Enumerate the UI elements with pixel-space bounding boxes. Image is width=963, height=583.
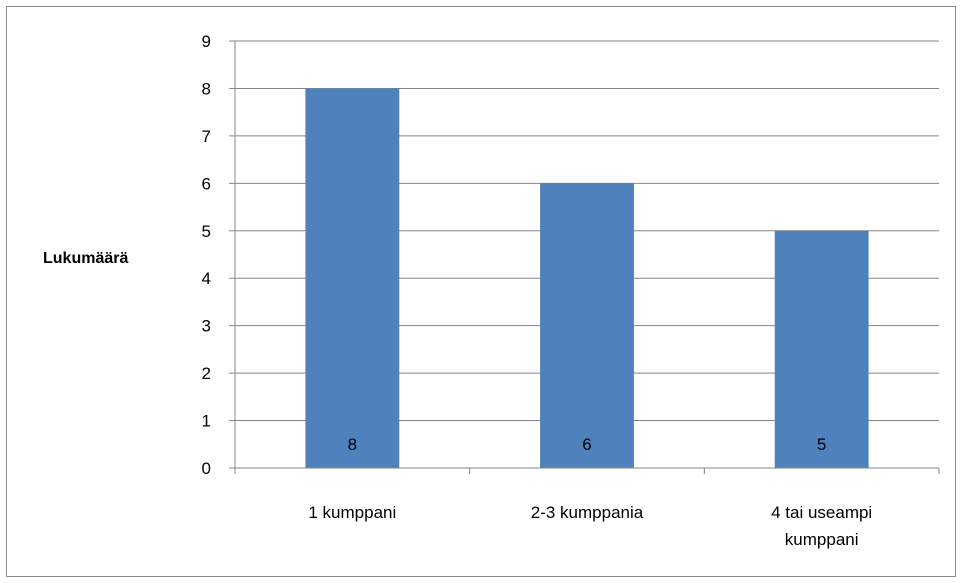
x-category-label: 1 kumppani [308,503,396,522]
y-axis-title: Lukumäärä [43,250,128,267]
labels: 0 1 2 3 4 5 6 7 8 9 8 1 kumppani 6 2-3 kumppania 5 4 ta… [202,32,873,549]
y-tick-label: 0 [202,459,211,478]
bar-chart: 0 1 2 3 4 5 6 7 8 9 8 1 kumppani 6 2-3 kumppania 5 4 ta… [43,32,940,549]
data-label: 5 [817,435,826,454]
bar [774,230,869,468]
data-label: 6 [582,435,591,454]
y-tick-label: 8 [202,79,211,98]
chart-frame: 0 1 2 3 4 5 6 7 8 9 8 1 kumppani 6 2-3 kumppania 5 4 ta… [6,6,956,577]
y-tick-label: 1 [202,412,211,431]
y-tick-label: 7 [202,127,211,146]
y-tick-label: 3 [202,317,211,336]
x-category-label: 4 tai useampi kumppani [771,503,872,549]
data-label: 8 [348,435,357,454]
bars [305,88,869,469]
y-tick-label: 9 [202,32,211,51]
y-tick-label: 5 [202,222,211,241]
y-tick-label: 6 [202,174,211,193]
y-tick-label: 2 [202,364,211,383]
axes [229,40,940,474]
bar [540,183,634,469]
bar [305,88,400,468]
x-category-label: 2-3 kumppania [531,503,644,522]
y-tick-label: 4 [202,269,211,288]
